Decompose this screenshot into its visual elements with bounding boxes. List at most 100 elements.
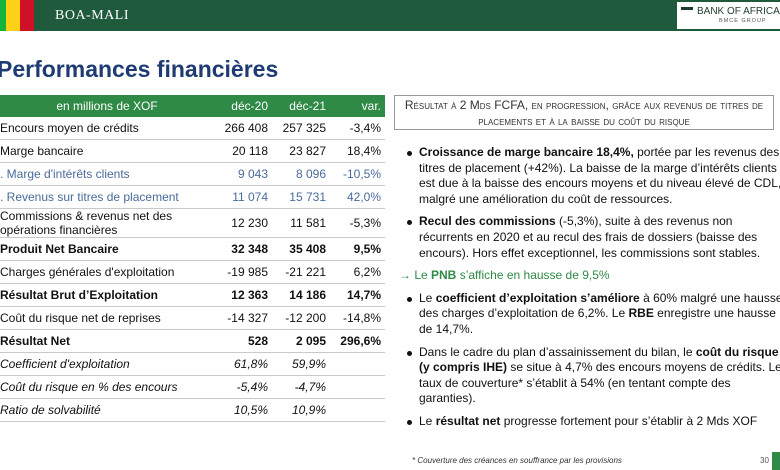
- top-bar: BOA-MALI BANK OF AFRICA BMCE GROUP: [0, 0, 780, 31]
- page-number: 30: [760, 456, 769, 465]
- column-header: déc-20: [214, 95, 272, 117]
- bold-text: résultat net: [435, 413, 501, 428]
- table-cell: 61,8%: [214, 352, 272, 376]
- table-row: Commissions & revenus net des opérations…: [0, 208, 385, 238]
- table-cell: 10,9%: [272, 398, 330, 422]
- table-body: Encours moyen de crédits 266 408 257 325 -3…: [0, 117, 385, 422]
- table-row: Charges générales d'exploitation -19 985-…: [0, 260, 385, 284]
- logo-sub: BMCE GROUP: [719, 18, 767, 24]
- table-cell: 6,2%: [330, 260, 385, 284]
- bullet-item: → Le PNB s’affiche en hausse de 9,5%: [399, 268, 777, 284]
- table-cell: 12 230: [214, 208, 272, 238]
- empty-cell: [330, 398, 385, 422]
- table-row: Coût du risque en % des encours -5,4% -4,7…: [0, 375, 385, 399]
- table-cell: 11 074: [214, 185, 272, 209]
- text: (-5,3%), suite à des revenus non récurre…: [419, 214, 761, 260]
- table-cell: -3,4%: [330, 117, 385, 140]
- table-cell: -14 327: [214, 306, 272, 330]
- bullet-item: Croissance de marge bancaire 18,4%, port…: [405, 145, 780, 207]
- bullet-item: Dans le cadre du plan d’assainissement d…: [405, 345, 780, 407]
- table-cell: -14,8%: [330, 306, 385, 330]
- table-row: Produit Net Bancaire 32 348 35 408 9,5%: [0, 237, 385, 261]
- table-cell: Commissions & revenus net des opérations…: [0, 208, 214, 238]
- table-cell: . Marge d'intérêts clients: [0, 162, 214, 186]
- table-cell: Résultat Net: [0, 329, 214, 353]
- logo: BANK OF AFRICA BMCE GROUP: [677, 2, 780, 29]
- text: progresse fortement pour s’établir à 2 M…: [500, 413, 758, 428]
- table-cell: -5,3%: [330, 208, 385, 238]
- table-row: Résultat Net 528 2 095 296,6%: [0, 329, 385, 353]
- table-cell: 18,4%: [330, 139, 385, 163]
- text: à 60% malgré une hausse des charges d’ex…: [419, 290, 780, 321]
- bullet-list: Croissance de marge bancaire 18,4%, port…: [399, 145, 780, 437]
- table-cell: 9,5%: [330, 237, 385, 261]
- empty-cell: [330, 352, 385, 376]
- text: portée par les revenus des titres de pla…: [419, 145, 780, 206]
- empty-cell: [330, 375, 385, 399]
- flag: [0, 0, 34, 31]
- table-cell: 296,6%: [330, 329, 385, 353]
- bold-text: PNB: [431, 268, 457, 283]
- bullet-item: Recul des commissions (-5,3%), suite à d…: [405, 214, 780, 261]
- bold-text: Recul des commissions: [419, 214, 556, 229]
- table-cell: Produit Net Bancaire: [0, 237, 214, 261]
- table-row: Ratio de solvabilité 10,5% 10,9%: [0, 398, 385, 422]
- table-cell: Encours moyen de crédits: [0, 117, 214, 140]
- bullet-item: Le résultat net progresse fortement pour…: [405, 414, 780, 430]
- header-row: en millions de XOF déc-20 déc-21 var.: [0, 95, 385, 117]
- column-header: déc-21: [272, 95, 330, 117]
- table-cell: Marge bancaire: [0, 139, 214, 163]
- slide-title: Performances financières: [0, 56, 279, 82]
- financial-table: en millions de XOF déc-20 déc-21 var. Encou…: [0, 95, 385, 422]
- text: Dans le cadre du plan d’assainissement d…: [419, 344, 696, 359]
- bullet-item: Le coefficient d’exploitation s’améliore…: [405, 291, 780, 338]
- table-cell: 15 731: [272, 185, 330, 209]
- column-header: en millions de XOF: [0, 95, 214, 117]
- table-cell: 11 581: [272, 208, 330, 238]
- logo-text: BANK OF AFRICA: [697, 6, 780, 17]
- table-cell: 257 325: [272, 117, 330, 140]
- table-row: Coût du risque net de reprises -14 327 -12…: [0, 306, 385, 330]
- table-cell: 14 186: [272, 283, 330, 307]
- table-cell: -19 985: [214, 260, 272, 284]
- text: Le: [419, 413, 436, 428]
- table-cell: 14,7%: [330, 283, 385, 307]
- brand: BOA-MALI: [55, 8, 129, 23]
- table-cell: 528: [214, 329, 272, 353]
- table-cell: Charges générales d'exploitation: [0, 260, 214, 284]
- text: se situe à 4,7% des encours moyens de cr…: [419, 360, 780, 406]
- table-cell: 20 118: [214, 139, 272, 163]
- table-cell: 2 095: [272, 329, 330, 353]
- table-cell: 266 408: [214, 117, 272, 140]
- bold-text: Croissance de marge bancaire 18,4%,: [419, 145, 634, 159]
- corner-strip: [772, 452, 780, 470]
- bold-text: coefficient d’exploitation s’améliore: [435, 290, 640, 305]
- table-row: Marge bancaire 20 118 23 827 18,4%: [0, 139, 385, 163]
- table-cell: 35 408: [272, 237, 330, 261]
- table-cell: -4,7%: [272, 375, 330, 399]
- table-cell: 9 043: [214, 162, 272, 186]
- table-cell: 23 827: [272, 139, 330, 163]
- table-row: Résultat Brut d’Exploitation 12 363 14 186…: [0, 283, 385, 307]
- text: Le: [419, 290, 436, 305]
- table-cell: 12 363: [214, 283, 272, 307]
- bold-text: RBE: [628, 306, 654, 321]
- table-cell: 32 348: [214, 237, 272, 261]
- table-cell: Coût du risque net de reprises: [0, 306, 214, 330]
- table-cell: 8 096: [272, 162, 330, 186]
- table-row: . Marge d'intérêts clients 9 043 8 096 -10,…: [0, 162, 385, 186]
- bold-text: coût du risque (y compris IHE): [419, 344, 779, 375]
- footnote: * Couverture des créances en souffrance …: [412, 456, 622, 465]
- table-cell: 10,5%: [214, 398, 272, 422]
- text: → Le: [399, 268, 432, 283]
- table-cell: 59,9%: [272, 352, 330, 376]
- text: enregistre une hausse de 14,7%.: [419, 306, 776, 336]
- table-cell: Résultat Brut d’Exploitation: [0, 283, 214, 307]
- table-cell: . Revenus sur titres de placement: [0, 185, 214, 209]
- summary-box: Résultat à 2 Mds FCFA, en progression, g…: [394, 95, 774, 130]
- table-cell: -10,5%: [330, 162, 385, 186]
- table-cell: -12 200: [272, 306, 330, 330]
- table-cell: Coût du risque en % des encours: [0, 375, 214, 399]
- table-cell: Ratio de solvabilité: [0, 398, 214, 422]
